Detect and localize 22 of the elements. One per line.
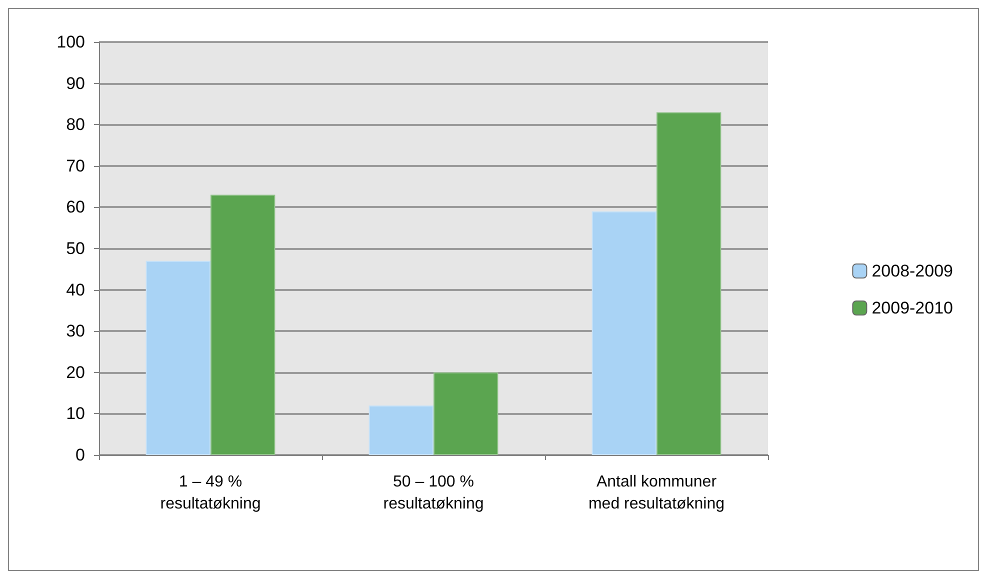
y-tick-label: 30 xyxy=(66,322,85,341)
x-tick-label: Antall kommuner med resultatøkning xyxy=(588,474,725,512)
x-tick-label: 1 – 49 % resultatøkning xyxy=(160,474,261,512)
y-tick-label: 0 xyxy=(76,446,85,464)
legend-label: 2009-2010 xyxy=(872,298,954,318)
y-tick-label: 70 xyxy=(66,156,85,176)
bar xyxy=(656,112,722,455)
bar xyxy=(210,194,276,455)
y-tick-label: 100 xyxy=(56,32,85,52)
bar xyxy=(146,260,210,455)
bar xyxy=(434,372,498,455)
y-tick-label: 40 xyxy=(66,280,85,300)
y-tick-label: 90 xyxy=(66,74,85,93)
y-tick-label: 60 xyxy=(66,198,85,217)
legend-label: 2008-2009 xyxy=(872,262,954,280)
y-tick-label: 10 xyxy=(66,404,85,424)
bar xyxy=(368,405,434,455)
y-tick-label: 80 xyxy=(66,115,85,134)
x-tick-label: 50 – 100 % resultatøkning xyxy=(383,474,484,512)
y-tick-label: 20 xyxy=(66,362,85,382)
y-tick-label: 50 xyxy=(66,239,85,258)
bar xyxy=(592,211,656,455)
